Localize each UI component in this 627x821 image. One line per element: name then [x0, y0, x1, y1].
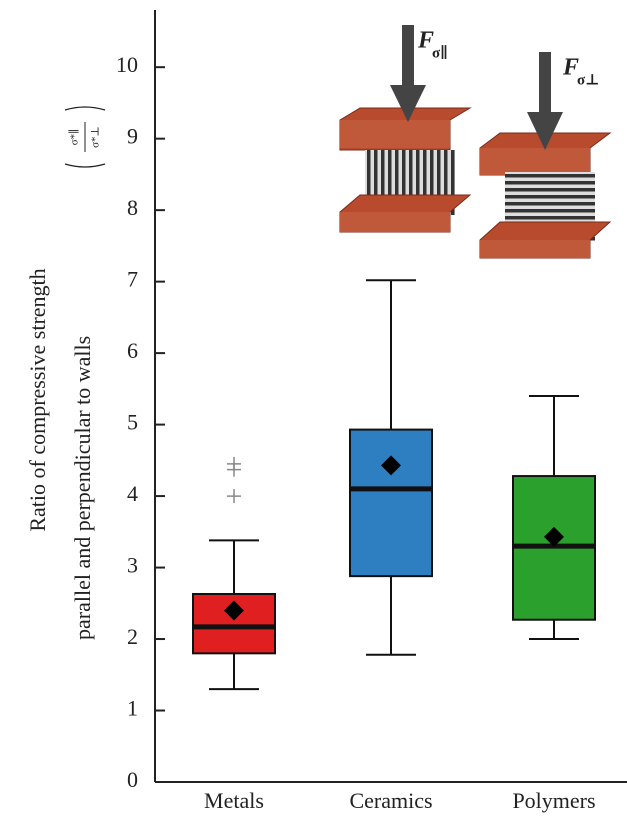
- y-label-line: parallel and perpendicular to walls: [70, 336, 95, 640]
- outlier: [227, 457, 241, 471]
- y-tick-label: 3: [127, 553, 138, 578]
- stripe: [505, 216, 595, 220]
- y-axis-title: Ratio of compressive strength: [25, 268, 50, 531]
- stripe: [505, 202, 595, 206]
- stripe: [505, 181, 595, 185]
- x-tick-label: Metals: [204, 788, 264, 813]
- x-tick-label: Ceramics: [349, 788, 432, 813]
- y-tick-label: 10: [116, 52, 138, 77]
- y-tick-label: 2: [127, 624, 138, 649]
- stripe: [505, 195, 595, 199]
- y-tick-label: 0: [127, 767, 138, 792]
- y-tick-label: 4: [127, 481, 138, 506]
- y-label-line: Ratio of compressive strength: [25, 268, 50, 531]
- y-tick-label: 7: [127, 267, 138, 292]
- stripe: [505, 188, 595, 192]
- stripe: [505, 174, 595, 178]
- y-tick-label: 1: [127, 696, 138, 721]
- fraction-numerator: σ*∥: [68, 129, 81, 146]
- box: [350, 430, 432, 577]
- y-tick-label: 8: [127, 195, 138, 220]
- outlier: [227, 489, 241, 503]
- stripe: [505, 209, 595, 213]
- chart: Ratio of compressive strength parallel a…: [0, 0, 627, 821]
- y-tick-label: 9: [127, 124, 138, 149]
- y-axis-title: parallel and perpendicular to walls σ*∥ …: [65, 107, 105, 640]
- fraction-denominator: σ*⊥: [90, 126, 102, 148]
- force-subscript: σ∥: [432, 44, 448, 61]
- y-tick-label: 6: [127, 338, 138, 363]
- force-subscript: σ⊥: [577, 72, 600, 88]
- x-tick-label: Polymers: [512, 788, 595, 813]
- y-tick-label: 5: [127, 410, 138, 435]
